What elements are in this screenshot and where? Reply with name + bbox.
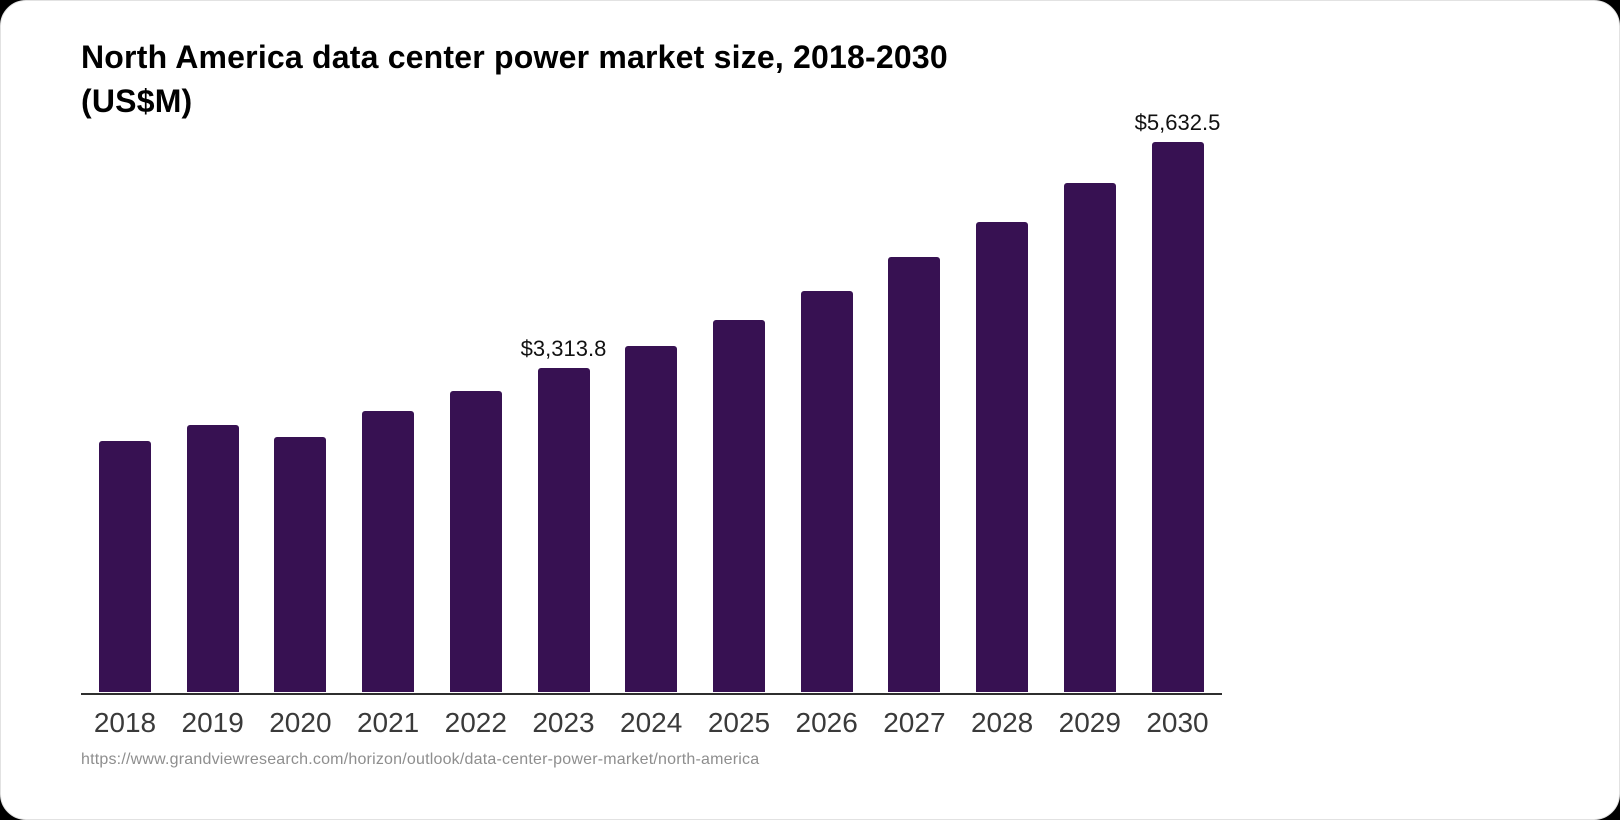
bar-2021 (362, 411, 415, 692)
bar-2018 (99, 441, 151, 692)
x-tick-2024: 2024 (620, 707, 683, 738)
x-tick-2025: 2025 (707, 707, 771, 738)
x-tick-2022: 2022 (444, 707, 507, 738)
x-tick-2027: 2027 (883, 707, 946, 738)
chart-title-line1: North America data center power market s… (81, 39, 948, 75)
bar-2029 (1063, 183, 1116, 692)
x-tick-2020: 2020 (269, 707, 332, 738)
chart-title-line2: (US$M) (81, 83, 193, 119)
bar-2024 (625, 346, 678, 692)
value-label-2030: $5,632.5 (1134, 110, 1221, 135)
x-tick-2029: 2029 (1058, 707, 1121, 738)
source-url: https://www.grandviewresearch.com/horizo… (81, 751, 760, 768)
x-axis-line (81, 693, 1222, 695)
bar-2028 (976, 222, 1029, 692)
x-tick-2019: 2019 (181, 707, 244, 738)
x-tick-2030: 2030 (1146, 707, 1209, 738)
x-tick-2018: 2018 (93, 707, 157, 738)
bar-2020 (274, 437, 327, 692)
bar-2022 (449, 391, 502, 692)
x-tick-2026: 2026 (795, 707, 858, 738)
bar-2025 (713, 320, 765, 692)
bar-2023 (537, 368, 590, 692)
bar-2027 (888, 257, 941, 692)
x-tick-2021: 2021 (356, 707, 420, 738)
bar-2026 (800, 291, 853, 692)
x-tick-2023: 2023 (532, 707, 595, 738)
x-tick-2028: 2028 (970, 707, 1034, 738)
value-label-2023: $3,313.8 (520, 336, 607, 361)
bar-2030 (1151, 142, 1204, 692)
chart-title: North America data center power market s… (81, 35, 1141, 123)
bar-2019 (186, 425, 239, 692)
